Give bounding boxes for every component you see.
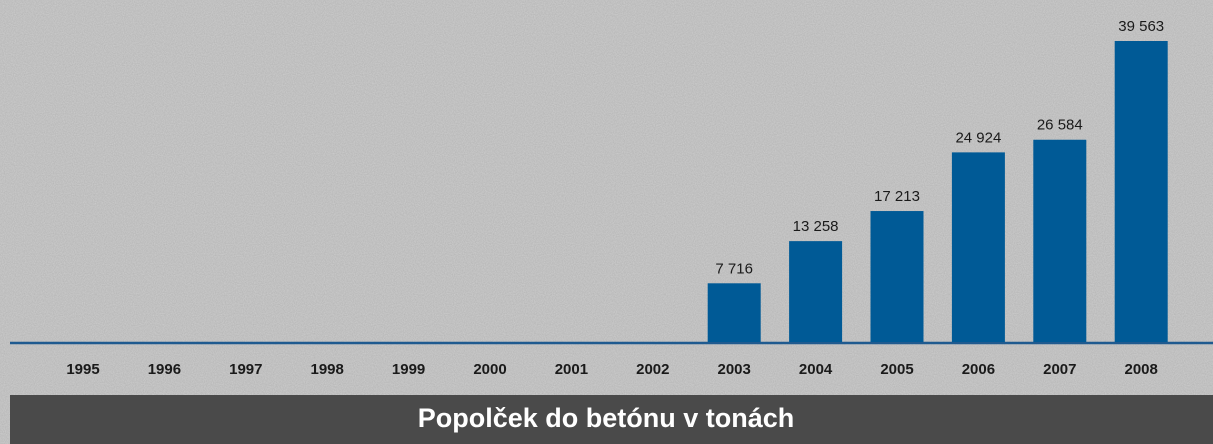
value-label: 17 213 — [874, 188, 920, 205]
x-tick-label: 2007 — [1043, 361, 1076, 378]
x-tick-label: 2003 — [718, 361, 751, 378]
x-tick-label: 2008 — [1125, 361, 1158, 378]
value-label: 13 258 — [793, 218, 839, 235]
x-tick-label: 2006 — [962, 361, 995, 378]
chart-title: Popolček do betónu v tonách — [418, 403, 795, 433]
x-tick-label: 2001 — [555, 361, 588, 378]
bar — [789, 241, 842, 342]
x-tick-label: 2000 — [473, 361, 506, 378]
chart: Popolček do betónu v tonách 1995 1996 1997… — [0, 0, 1213, 444]
value-label: 26 584 — [1037, 117, 1083, 134]
value-label: 7 716 — [715, 260, 753, 277]
bar — [871, 211, 924, 342]
x-tick-label: 2002 — [636, 361, 669, 378]
x-tick-label: 1999 — [392, 361, 425, 378]
x-tick-label: 1996 — [148, 361, 181, 378]
bar — [1033, 140, 1086, 342]
bar — [708, 283, 761, 342]
background-texture — [0, 0, 1213, 444]
x-tick-label: 1995 — [66, 361, 99, 378]
x-tick-label: 2004 — [799, 361, 833, 378]
x-tick-label: 1998 — [311, 361, 344, 378]
bar — [1115, 41, 1168, 342]
x-tick-label: 2005 — [880, 361, 913, 378]
x-tick-label: 1997 — [229, 361, 262, 378]
value-label: 39 563 — [1118, 18, 1164, 35]
bar — [952, 152, 1005, 342]
value-label: 24 924 — [955, 129, 1001, 146]
